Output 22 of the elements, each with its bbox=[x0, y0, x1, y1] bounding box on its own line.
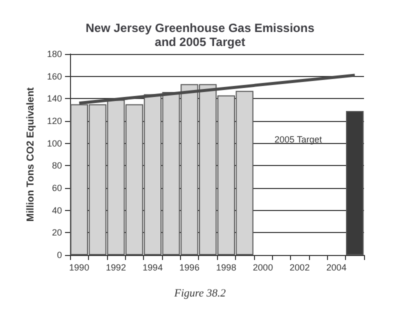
caption: Figure 38.2 bbox=[173, 288, 226, 300]
y-tick-label: 160 bbox=[46, 71, 62, 82]
y-tick-label: 60 bbox=[52, 183, 62, 193]
y-tick-label: 80 bbox=[52, 160, 62, 171]
chart-title: New Jersey Greenhouse Gas Emissions and 2005 Target bbox=[86, 21, 315, 49]
x-tick-label: 2002 bbox=[290, 262, 310, 272]
y-tick-label: 0 bbox=[56, 250, 62, 260]
x-tick-label: 2004 bbox=[326, 262, 346, 272]
y-axis-title: Million Tons CO2 Equivalent bbox=[26, 86, 36, 222]
annotation: 2005 Target bbox=[274, 134, 322, 144]
y-tick-label: 40 bbox=[52, 205, 62, 216]
x-tick-label: 1998 bbox=[216, 262, 236, 272]
y-tick-label: 140 bbox=[46, 94, 62, 104]
y-tick-label: 180 bbox=[46, 49, 62, 59]
y-tick-label: 20 bbox=[52, 228, 62, 238]
x-tick-label: 1996 bbox=[179, 262, 200, 272]
y-tick-label: 120 bbox=[46, 116, 62, 126]
x-tick-label: 2000 bbox=[252, 262, 273, 272]
x-tick-label: 1992 bbox=[106, 262, 126, 272]
x-tick-label: 1990 bbox=[69, 262, 90, 272]
y-tick-label: 100 bbox=[46, 138, 62, 148]
x-tick-label: 1994 bbox=[142, 262, 163, 272]
